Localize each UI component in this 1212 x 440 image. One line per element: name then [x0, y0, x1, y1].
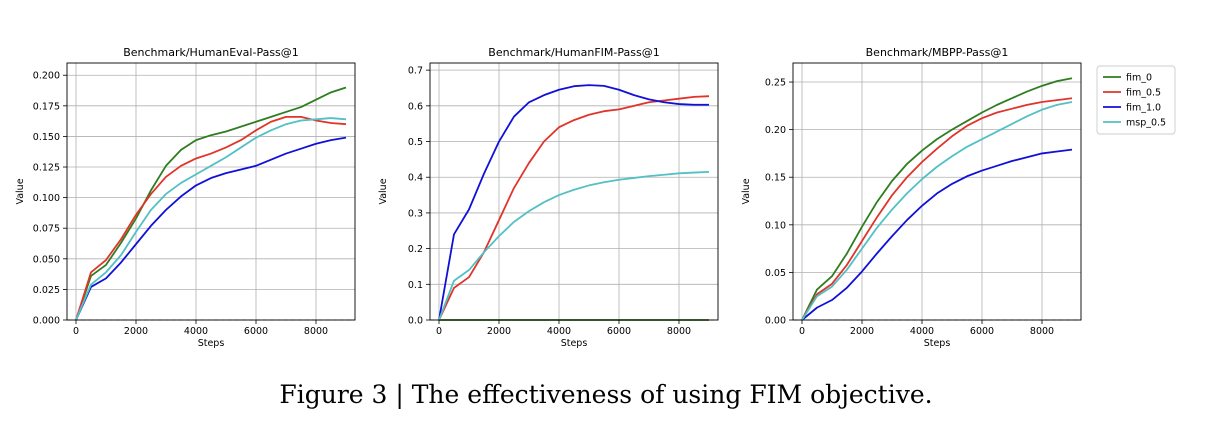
y-tick-label: 0.150	[33, 132, 60, 143]
chart-1: 0 2000 4000 6000 8000 0.000 0.025 0.050 0.075 0.1…	[15, 46, 356, 349]
series-line-fim_0	[801, 77, 1073, 321]
x-axis-label: Steps	[198, 338, 225, 349]
series-line-fim_0	[75, 86, 347, 321]
axes-frame	[429, 62, 719, 321]
series-line-fim_1.0	[75, 136, 347, 321]
x-tick-label: 8000	[1030, 326, 1054, 337]
y-axis-label: Value	[741, 178, 752, 204]
series-line-msp_0.5	[801, 101, 1073, 321]
chart-title: Benchmark/MBPP-Pass@1	[866, 46, 1009, 59]
x-tick-label: 0	[436, 326, 442, 337]
chart-title: Benchmark/HumanEval-Pass@1	[123, 46, 299, 59]
x-tick-label: 8000	[667, 326, 691, 337]
x-tick-label: 2000	[487, 326, 511, 337]
series-line-fim_1.0	[438, 84, 709, 321]
y-tick-label: 0.05	[765, 268, 786, 279]
series-line-msp_0.5	[75, 117, 347, 321]
legend-label-msp_0.5: msp_0.5	[1126, 118, 1166, 129]
legend-label-fim_0: fim_0	[1126, 73, 1152, 84]
y-tick-label: 0.125	[33, 163, 60, 174]
axes-frame	[792, 62, 1082, 321]
chart-2: 0 2000 4000 6000 8000 0.0 0.1 0.2 0.3 0.4 0.5 0.6 0.…	[378, 46, 719, 349]
legend-label-fim_1.0: fim_1.0	[1126, 103, 1161, 114]
x-tick-label: 2000	[124, 326, 148, 337]
y-tick-label: 0.075	[33, 224, 60, 235]
legend-label-fim_0.5: fim_0.5	[1126, 88, 1161, 99]
x-tick-label: 4000	[184, 326, 208, 337]
y-tick-label: 0.2	[408, 244, 423, 255]
y-tick-label: 0.4	[408, 173, 423, 184]
chart-3: 0 2000 4000 6000 8000 0.00 0.05 0.10 0.15 0.20 0.2…	[741, 46, 1082, 349]
y-tick-label: 0.100	[33, 193, 60, 204]
charts-layer: 0 2000 4000 6000 80000.0000.0250.0500.0750.1…	[15, 46, 1082, 349]
y-tick-label: 0.050	[33, 254, 60, 265]
x-tick-label: 6000	[970, 326, 994, 337]
series-line-fim_0.5	[801, 97, 1073, 321]
y-tick-label: 0.6	[408, 101, 423, 112]
y-tick-label: 0.0	[408, 316, 423, 327]
chart-title: Benchmark/HumanFIM-Pass@1	[488, 46, 659, 59]
y-tick-label: 0.10	[765, 220, 786, 231]
y-tick-label: 0.20	[765, 125, 786, 136]
figure-caption: Figure 3 | The effectiveness of using FI…	[279, 380, 933, 409]
x-axis-label: Steps	[924, 338, 951, 349]
y-tick-label: 0.1	[408, 280, 423, 291]
x-tick-label: 0	[73, 326, 79, 337]
y-tick-label: 0.175	[33, 101, 60, 112]
x-tick-label: 0	[799, 326, 805, 337]
y-tick-label: 0.7	[408, 66, 423, 77]
series-line-msp_0.5	[438, 170, 710, 321]
y-tick-label: 0.00	[765, 316, 786, 327]
y-axis-label: Value	[378, 178, 389, 204]
x-tick-label: 2000	[850, 326, 874, 337]
y-tick-label: 0.5	[408, 137, 423, 148]
y-axis-label: Value	[15, 178, 26, 204]
x-axis-label: Steps	[561, 338, 588, 349]
axes-frame	[66, 62, 356, 321]
y-tick-label: 0.15	[765, 173, 786, 184]
x-tick-label: 4000	[547, 326, 571, 337]
y-tick-label: 0.200	[33, 71, 60, 82]
x-tick-label: 8000	[304, 326, 328, 337]
y-tick-label: 0.25	[765, 78, 786, 89]
x-tick-label: 4000	[910, 326, 934, 337]
series-line-fim_0.5	[75, 115, 347, 321]
x-tick-label: 6000	[244, 326, 268, 337]
series-line-fim_1.0	[801, 148, 1073, 321]
series-line-fim_0.5	[438, 95, 710, 321]
y-tick-label: 0.3	[408, 208, 423, 219]
legend: fim_0 fim_0.5 fim_1.0 msp_0.5	[1096, 65, 1176, 135]
y-tick-label: 0.025	[33, 285, 60, 296]
y-tick-label: 0.000	[33, 316, 60, 327]
legend-box	[1096, 65, 1176, 135]
x-tick-label: 6000	[607, 326, 631, 337]
